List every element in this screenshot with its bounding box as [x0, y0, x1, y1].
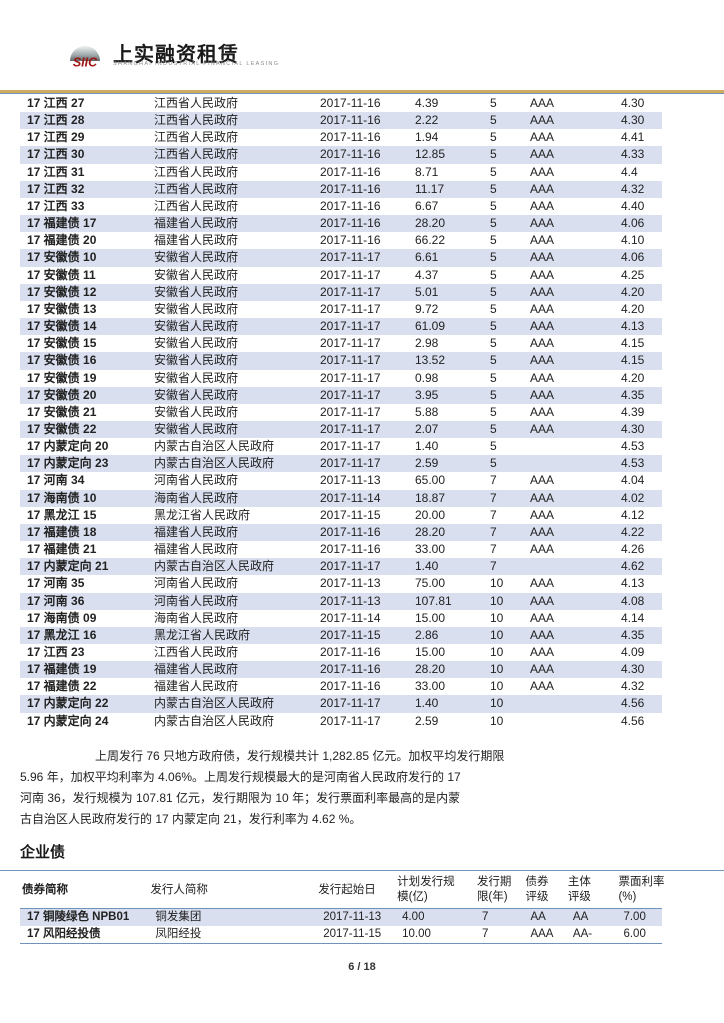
svg-text:SIIC: SIIC	[73, 56, 98, 69]
